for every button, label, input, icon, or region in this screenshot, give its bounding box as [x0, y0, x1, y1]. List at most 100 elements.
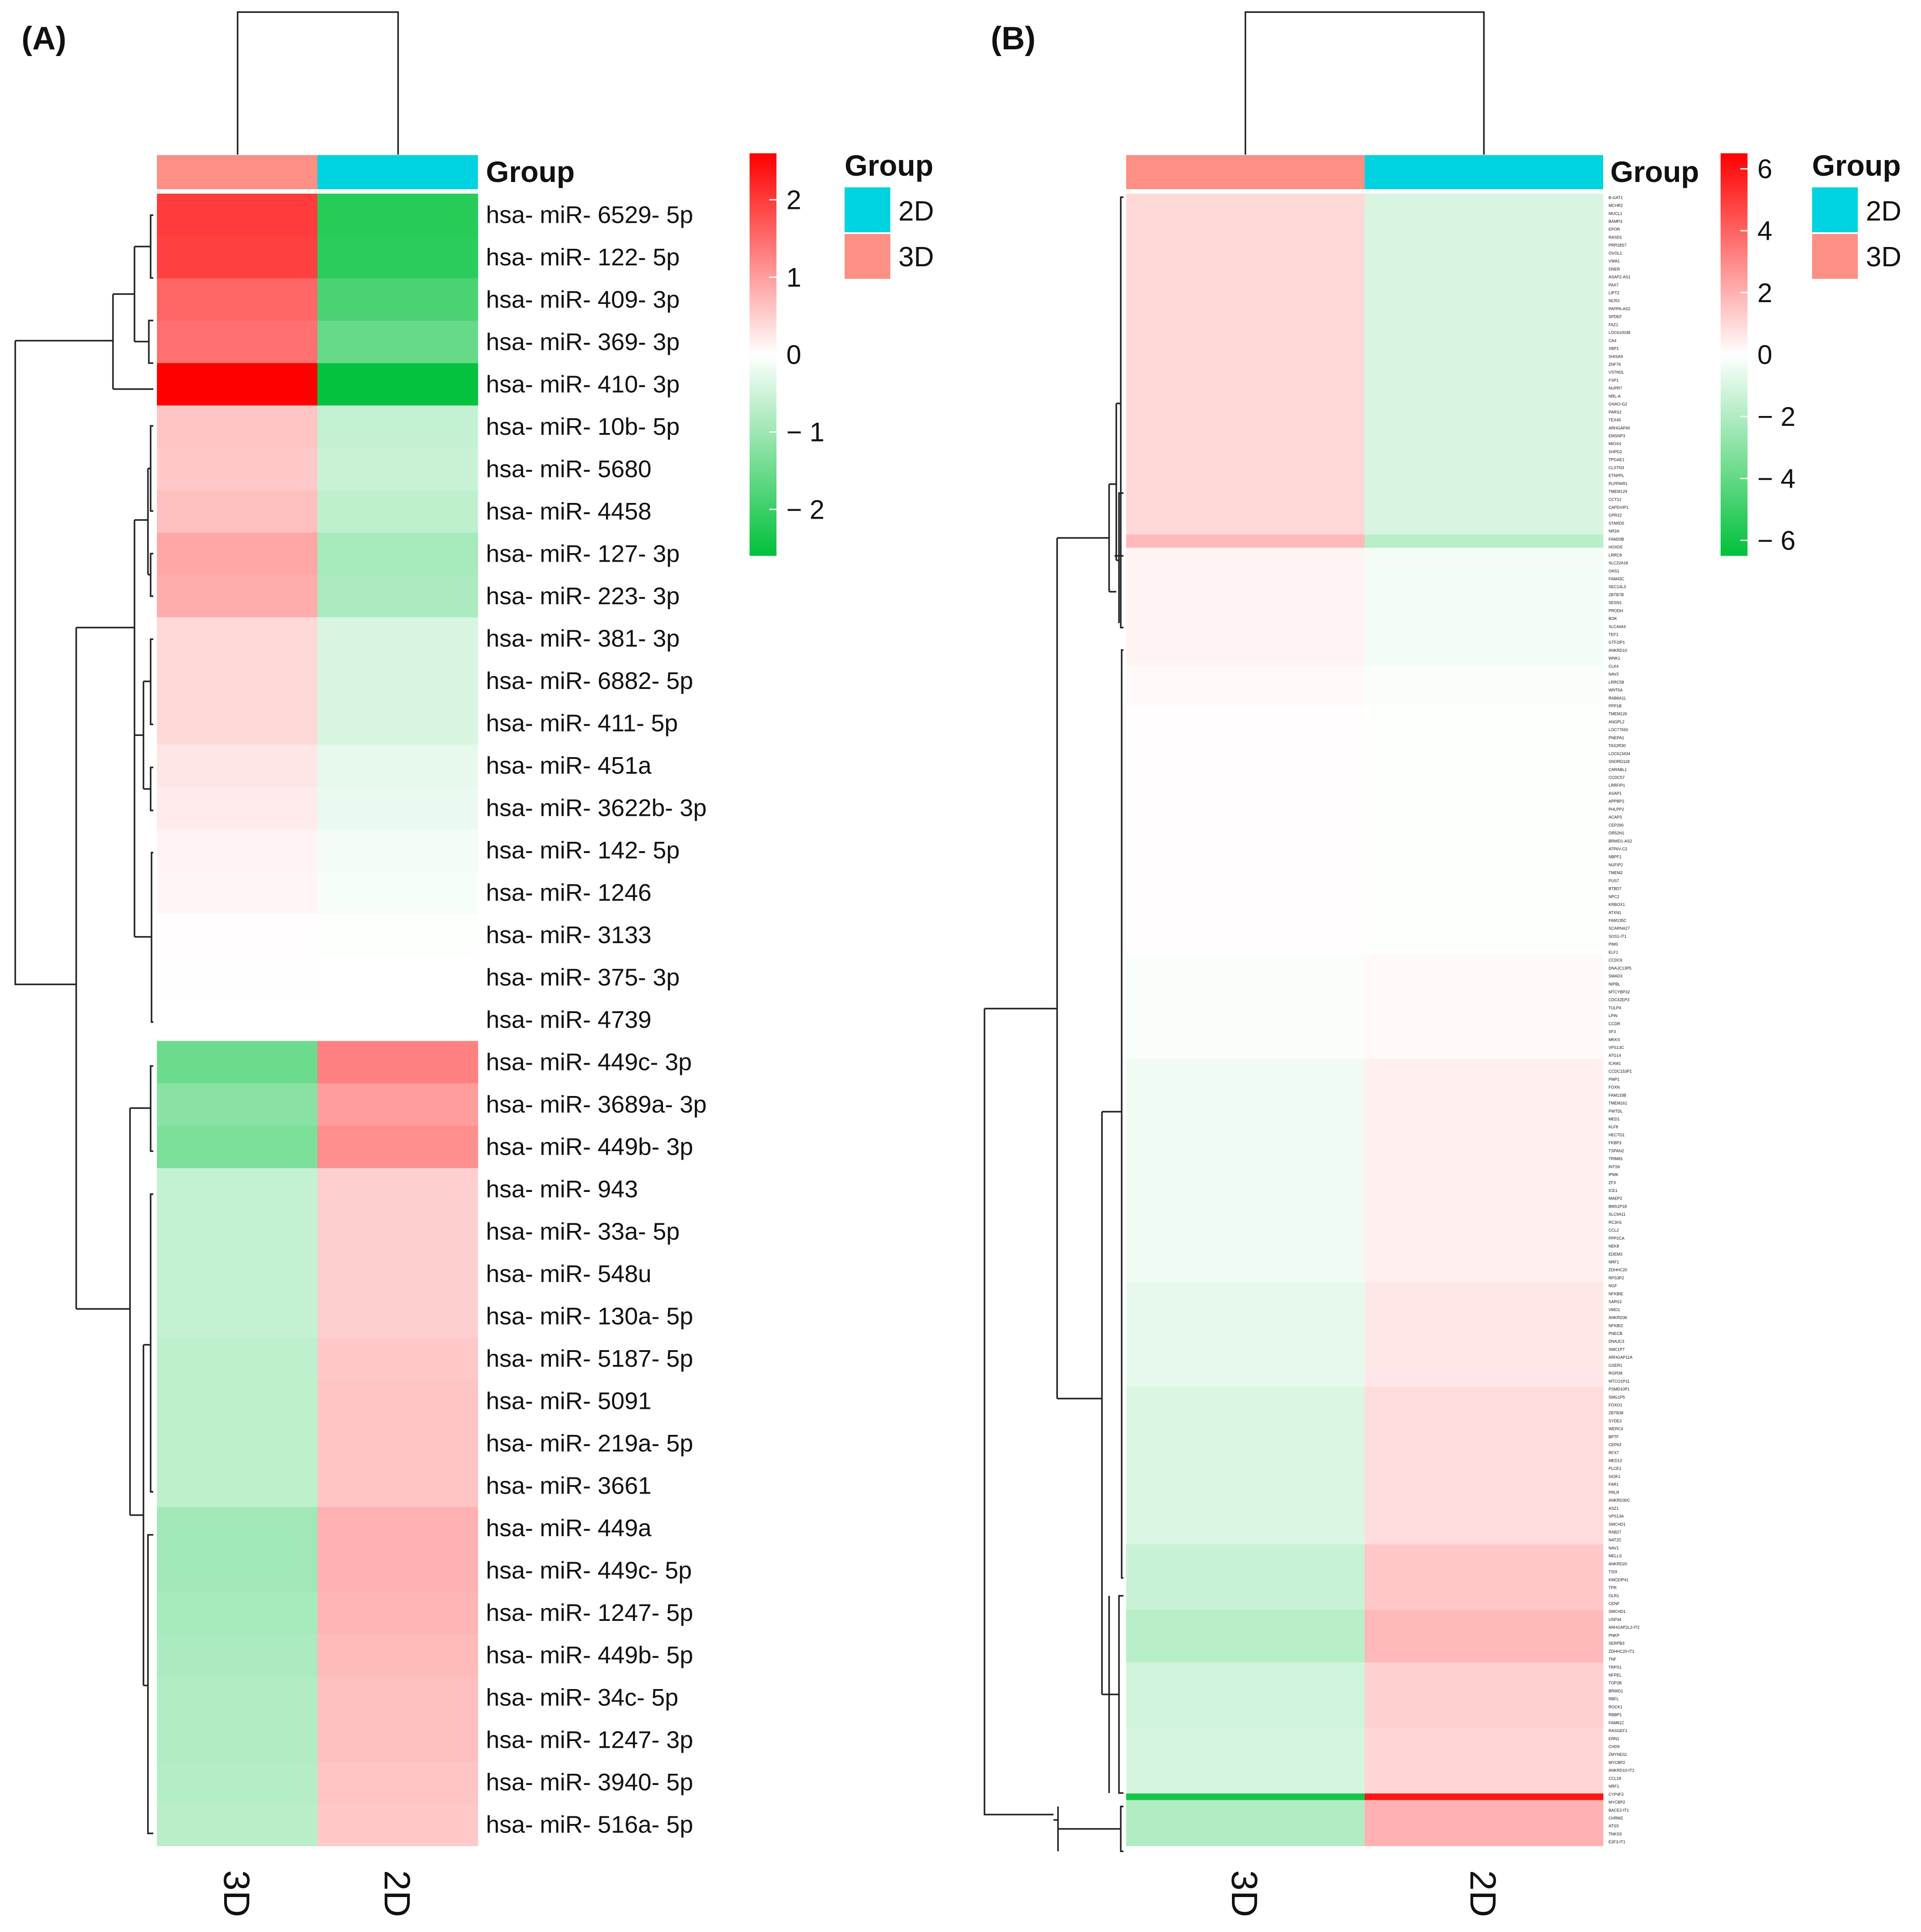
row-label: KMCEIP41 — [1609, 1577, 1629, 1582]
row-label: FKBP3 — [1609, 1141, 1622, 1145]
row-label: B-GAT1 — [1609, 195, 1623, 200]
heatmap-cell — [317, 236, 478, 279]
scale-tick-label: 1 — [786, 262, 801, 292]
panel-a-color-scale-ticks: 2 1 0 − 1 − 2 — [769, 185, 824, 524]
heatmap-cell — [157, 1168, 318, 1211]
row-label: FAM43C — [1609, 576, 1625, 581]
row-label: ZDHHC20-IT1 — [1609, 1649, 1635, 1654]
heatmap-cell — [317, 1507, 478, 1550]
row-label: PNKP — [1609, 1633, 1620, 1637]
heatmap-cell — [157, 1422, 318, 1465]
row-label: MAEP2 — [1609, 1196, 1622, 1201]
heatmap-cell — [317, 1295, 478, 1338]
row-label: NIPBL — [1609, 982, 1620, 986]
heatmap-block — [1126, 1728, 1365, 1794]
row-label: LRRC8 — [1609, 553, 1622, 557]
heatmap-block — [1365, 1728, 1604, 1794]
scale-tick-label: − 2 — [1757, 402, 1795, 432]
row-label: ANKRD36 — [1609, 1316, 1627, 1320]
heatmap-cell — [157, 829, 318, 872]
row-label: hsa- miR- 943 — [486, 1176, 638, 1203]
row-label: TSPAN2 — [1609, 1148, 1624, 1153]
row-label: ATP6V-C2 — [1609, 847, 1627, 851]
heatmap-cell — [157, 787, 318, 830]
row-label: RASD1 — [1609, 235, 1622, 239]
heatmap-block — [1365, 1387, 1604, 1545]
heatmap-block — [1365, 1059, 1604, 1282]
row-label: hsa- miR- 5187- 5p — [486, 1345, 693, 1372]
heatmap-block — [1126, 1800, 1365, 1846]
heatmap-cell — [317, 1041, 478, 1084]
row-label: ASAP1 — [1609, 791, 1622, 796]
heatmap-cell — [317, 617, 478, 660]
heatmap-block — [1365, 1544, 1604, 1610]
heatmap-cell — [157, 1041, 318, 1084]
row-label: FAM133B — [1609, 1093, 1626, 1097]
row-label: PUS7 — [1609, 879, 1619, 883]
heatmap-cell — [317, 1380, 478, 1423]
row-label: NRL-A — [1609, 394, 1621, 399]
row-label: SARS2 — [1609, 1300, 1622, 1304]
row-label: BACE2-IT1 — [1609, 1808, 1629, 1812]
heatmap-block — [1126, 547, 1365, 666]
heatmap-cell — [157, 363, 318, 406]
scale-tick-label: 4 — [1757, 216, 1772, 246]
row-label: NUPR7 — [1609, 386, 1622, 390]
row-label: MKKS — [1609, 1037, 1620, 1042]
row-label: CHRM2 — [1609, 1816, 1623, 1820]
row-label: PRODH — [1609, 608, 1623, 613]
heatmap-cell — [317, 1126, 478, 1169]
row-label: hsa- miR- 375- 3p — [486, 964, 680, 991]
panel-a-legend-label-3d: 3D — [898, 242, 934, 273]
heatmap-cell — [317, 448, 478, 491]
row-label: MYCBP2 — [1609, 1760, 1625, 1765]
row-label: CDC42EP3 — [1609, 998, 1630, 1002]
row-label: LRRC58 — [1609, 680, 1624, 684]
row-label: NRF1 — [1609, 1260, 1619, 1264]
heatmap-block — [1365, 534, 1604, 548]
heatmap-cell — [157, 1295, 318, 1338]
row-label: PNEPA1 — [1609, 736, 1624, 740]
row-label: SMG1P5 — [1609, 1395, 1625, 1399]
row-label: BOK — [1609, 616, 1617, 621]
row-label: TAS2R30 — [1609, 744, 1626, 748]
panel-b-annotation-title: Group — [1610, 155, 1699, 188]
row-label: BMS1P18 — [1609, 1204, 1627, 1209]
row-label: BAMP3 — [1609, 219, 1622, 224]
row-label: NUFIP2 — [1609, 862, 1623, 867]
panel-a-annotation-title: Group — [486, 155, 575, 188]
panel-b-legend-label-2d: 2D — [1866, 196, 1901, 227]
heatmap-cell — [157, 1337, 318, 1380]
row-label: ELF1 — [1609, 950, 1618, 954]
row-label: ASAP2-AS1 — [1609, 275, 1630, 279]
row-label: XBP1 — [1609, 347, 1619, 351]
heatmap-cell — [317, 1168, 478, 1211]
row-label: ATG14 — [1609, 1053, 1621, 1058]
panel-a-legend-title: Group — [845, 149, 933, 182]
heatmap-cell — [317, 1549, 478, 1592]
heatmap-block — [1126, 534, 1365, 548]
row-label: BPTF — [1609, 1434, 1619, 1439]
scale-tick-label: 6 — [1757, 154, 1772, 184]
panel-b-row-labels: B-GAT1 MCHR2 MUCL1 BAMP3 EPOR RASD1 PRR18S7 OVO… — [1609, 195, 1639, 1844]
row-label: PPP1B — [1609, 704, 1622, 708]
row-label: LOC77550 — [1609, 728, 1628, 732]
row-label: VPS13A — [1609, 1514, 1624, 1519]
row-label: SMC1P7 — [1609, 1347, 1625, 1352]
heatmap-block — [1126, 1282, 1365, 1387]
row-label: SERPB3 — [1609, 1641, 1625, 1646]
row-label: hsa- miR- 5680 — [486, 455, 651, 482]
row-label: VPS13C — [1609, 1045, 1624, 1050]
row-label: MTCYBP32 — [1609, 990, 1630, 994]
heatmap-cell — [157, 1634, 318, 1677]
row-label: RBFL — [1609, 1697, 1619, 1701]
row-label: PRLR — [1609, 1490, 1620, 1494]
heatmap-cell — [157, 1083, 318, 1126]
row-label: TULP4 — [1609, 1005, 1621, 1010]
heatmap-block — [1365, 194, 1604, 535]
heatmap-block — [1126, 1610, 1365, 1663]
row-label: DNER — [1609, 267, 1620, 271]
row-label: hsa- miR- 449b- 5p — [486, 1642, 693, 1669]
row-label: PLCE1 — [1609, 1466, 1622, 1471]
